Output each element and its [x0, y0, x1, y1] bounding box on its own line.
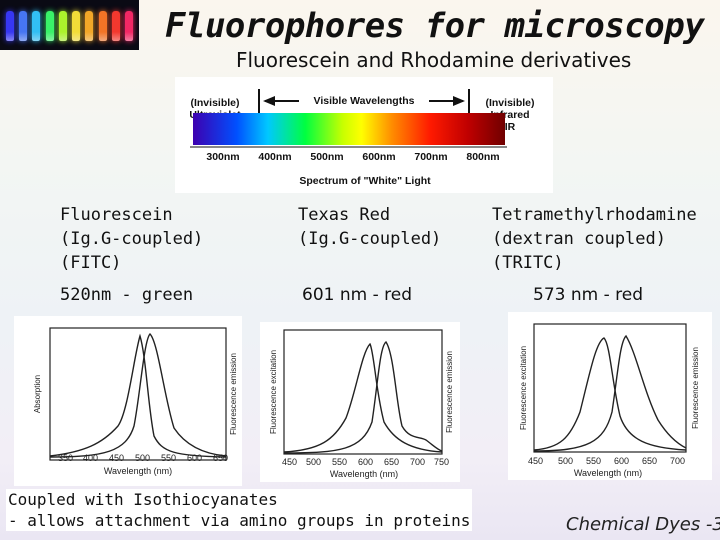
tritc-xtick: 500 [558, 456, 573, 466]
spectrum-tick-label: 800nm [466, 151, 500, 163]
dye-fitc-line: Fluorescein [60, 205, 173, 225]
isothiocyanate-note: Coupled with Isothiocyanates - allows at… [6, 489, 473, 531]
spectrum-tick-label: 400nm [258, 151, 292, 163]
fitc-spectrum-plot: Absorption Fluorescence emission 350 400… [14, 316, 242, 486]
texas-red-xlabel: Wavelength (nm) [330, 469, 398, 479]
dye-fitc-wavelength: 520nm - green [60, 285, 194, 305]
note-line: - allows attachment via amino groups in … [8, 511, 471, 530]
dye-tritc-line: (dextran coupled) [492, 229, 666, 249]
tritc-left-ylabel: Fluorescence excitation [519, 346, 528, 430]
fitc-xtick: 600 [187, 453, 202, 463]
texas-red-xtick: 500 [306, 457, 321, 467]
texas-red-xtick: 700 [410, 457, 425, 467]
vial [125, 11, 134, 41]
vial [18, 11, 27, 41]
slide-footer-label: Chemical Dyes -3 [566, 514, 720, 535]
dye-texas-red-wavelength: 601 nm - red [302, 285, 412, 305]
vial [85, 11, 94, 41]
tritc-spectrum-svg: Fluorescence excitation Fluorescence emi… [519, 323, 700, 478]
fitc-xtick: 500 [135, 453, 150, 463]
texas-red-xtick: 750 [434, 457, 449, 467]
texas-red-xtick: 600 [358, 457, 373, 467]
texas-red-right-ylabel: Fluorescence emission [445, 351, 454, 433]
texas-red-xtick: 650 [384, 457, 399, 467]
vial [5, 11, 14, 41]
tritc-xtick: 600 [614, 456, 629, 466]
texas-red-xtick: 450 [282, 457, 297, 467]
dye-fitc-line: (Ig.G-coupled) [60, 229, 204, 249]
fitc-xlabel: Wavelength (nm) [104, 466, 172, 476]
dye-tritc-wavelength: 573 nm - red [533, 285, 643, 305]
dye-tritc-line: (TRITC) [492, 253, 564, 273]
vial [45, 11, 54, 41]
spectrum-tick-label: 600nm [362, 151, 396, 163]
spectrum-arrow-graphic [190, 89, 507, 148]
dye-fitc-name: Fluorescein (Ig.G-coupled) (FITC) [60, 203, 203, 275]
tritc-spectrum-plot: Fluorescence excitation Fluorescence emi… [508, 312, 712, 480]
spectrum-tick-label: 300nm [206, 151, 240, 163]
tritc-xlabel: Wavelength (nm) [574, 468, 642, 478]
dye-texas-red-line: Texas Red [298, 205, 391, 225]
vial [58, 11, 67, 41]
vial [32, 11, 41, 41]
dye-tritc-line: Tetramethylrhodamine [492, 205, 697, 225]
fluorescent-vials-photo [0, 0, 139, 50]
dye-fitc-line: (FITC) [60, 253, 122, 273]
vial [72, 11, 81, 41]
vial [112, 11, 121, 41]
fitc-xtick: 400 [83, 453, 98, 463]
texas-red-spectrum-svg: Fluorescence excitation Fluorescence emi… [269, 329, 454, 479]
slide-subtitle: Fluorescein and Rhodamine derivatives [236, 48, 632, 72]
tritc-xtick: 650 [642, 456, 657, 466]
tritc-xtick: 550 [586, 456, 601, 466]
spectrum-color-band [193, 113, 505, 145]
dye-texas-red-name: Texas Red (Ig.G-coupled) [298, 203, 441, 251]
tritc-xtick: 700 [670, 456, 685, 466]
fitc-xtick: 350 [58, 453, 73, 463]
tritc-right-ylabel: Fluorescence emission [691, 347, 700, 429]
light-spectrum-diagram: (Invisible) Ultraviolet UV (Invisible) I… [175, 77, 553, 193]
tritc-xtick: 450 [528, 456, 543, 466]
texas-red-left-ylabel: Fluorescence excitation [269, 350, 278, 434]
fitc-right-ylabel: Fluorescence emission [229, 353, 238, 435]
fitc-xtick: 550 [161, 453, 176, 463]
fitc-spectrum-svg: Absorption Fluorescence emission 350 400… [33, 327, 238, 476]
texas-red-spectrum-plot: Fluorescence excitation Fluorescence emi… [260, 322, 460, 482]
dye-tritc-name: Tetramethylrhodamine (dextran coupled) (… [492, 203, 697, 275]
fitc-xtick: 450 [109, 453, 124, 463]
spectrum-caption: Spectrum of "White" Light [299, 175, 431, 187]
slide-title: Fluorophores for microscopy [165, 6, 705, 46]
visible-wavelengths-label: Visible Wavelengths [313, 95, 415, 107]
spectrum-tick-label: 700nm [414, 151, 448, 163]
texas-red-xtick: 550 [332, 457, 347, 467]
vial [98, 11, 107, 41]
spectrum-tick-label: 500nm [310, 151, 344, 163]
dye-texas-red-line: (Ig.G-coupled) [298, 229, 442, 249]
fitc-xtick: 650 [213, 453, 228, 463]
note-line: Coupled with Isothiocyanates [8, 490, 278, 509]
fitc-left-ylabel: Absorption [33, 375, 42, 413]
